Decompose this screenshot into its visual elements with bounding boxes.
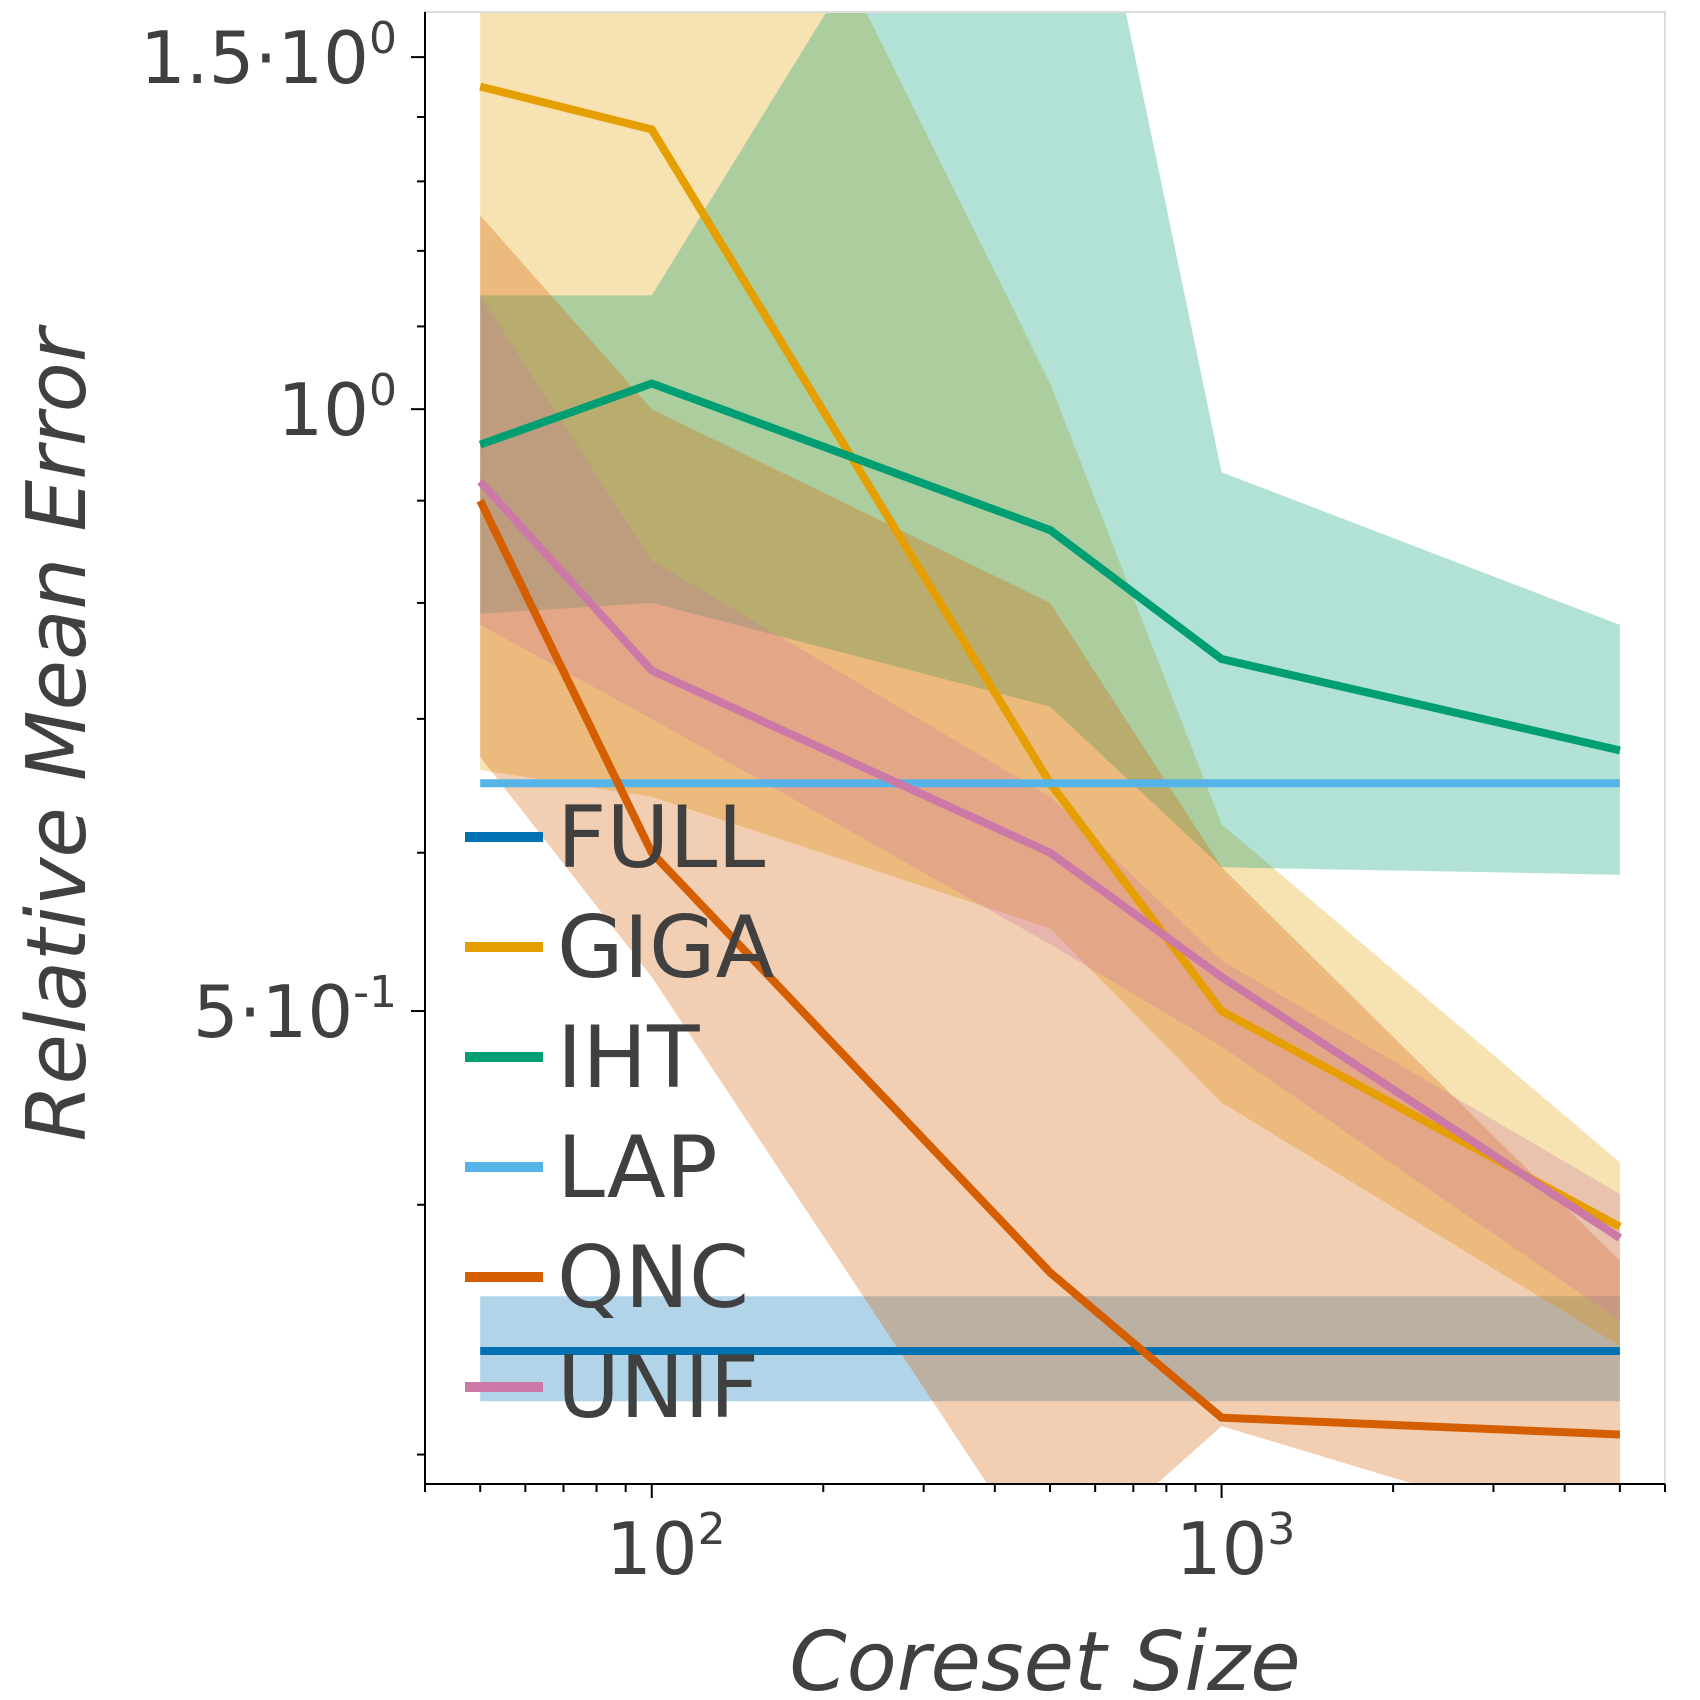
axes: 102 103 1.5·100 100 5·10-1 xyxy=(140,11,1666,1591)
y-tick-label: 100 xyxy=(277,365,397,452)
x-axis-title: Coreset Size xyxy=(789,1615,1300,1700)
y-axis-title: Relative Mean Error xyxy=(10,324,105,1141)
series-lines xyxy=(476,82,1623,1439)
legend-label-unif: UNIF xyxy=(557,1338,759,1438)
line-qnc xyxy=(476,498,1621,1439)
legend-label-giga: GIGA xyxy=(557,898,775,998)
y-tick-label: 1.5·100 xyxy=(140,13,397,100)
legend-label-lap: LAP xyxy=(557,1118,718,1218)
x-tick-label: 103 xyxy=(1176,1504,1296,1591)
legend-label-qnc: QNC xyxy=(557,1228,749,1328)
line-unif xyxy=(477,478,1623,1242)
legend-label-full: FULL xyxy=(557,788,765,888)
y-tick-label: 5·10-1 xyxy=(193,967,397,1054)
band-unif xyxy=(480,295,1620,1321)
legend-label-iht: IHT xyxy=(557,1008,700,1108)
band-giga xyxy=(480,12,1620,1346)
line-iht xyxy=(478,379,1621,755)
x-tick-label: 102 xyxy=(606,1504,726,1591)
band-iht xyxy=(480,12,1620,875)
